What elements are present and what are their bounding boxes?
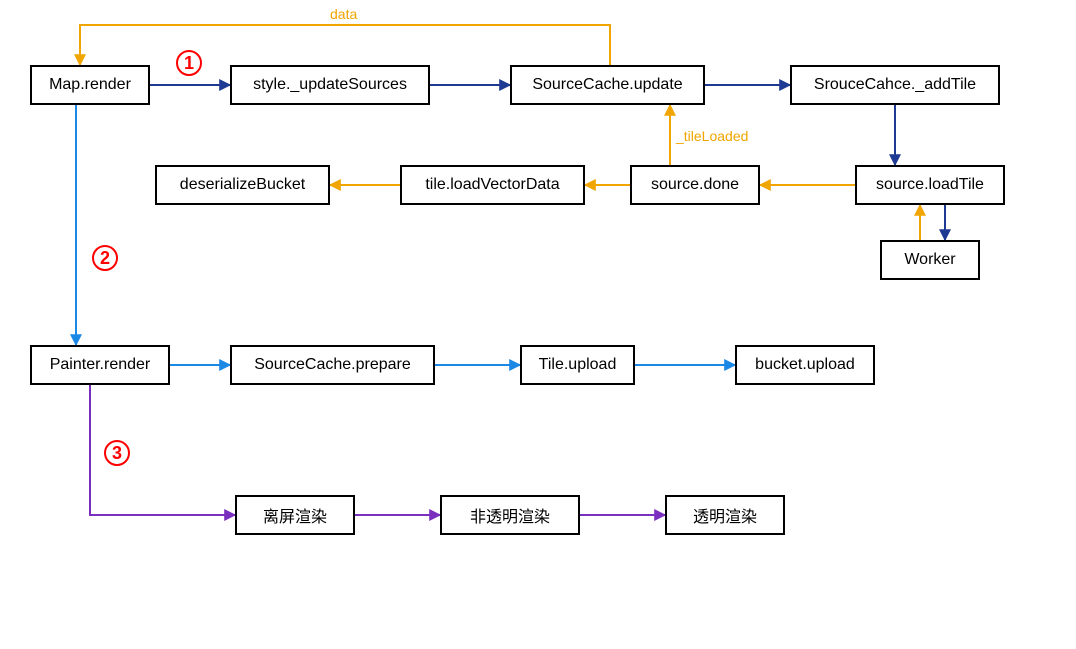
edge-label: _tileLoaded xyxy=(676,128,748,144)
node-label: 离屏渲染 xyxy=(263,503,327,527)
node-loadVectorData: tile.loadVectorData xyxy=(400,165,585,205)
node-label: bucket.upload xyxy=(755,356,855,374)
node-label: 非透明渲染 xyxy=(470,503,550,527)
node-loadTile: source.loadTile xyxy=(855,165,1005,205)
node-label: Tile.upload xyxy=(539,356,617,374)
edge-label: data xyxy=(330,6,357,22)
node-opaque: 非透明渲染 xyxy=(440,495,580,535)
node-label: deserializeBucket xyxy=(180,176,305,194)
node-sourceCacheUpdate: SourceCache.update xyxy=(510,65,705,105)
node-label: SourceCache.prepare xyxy=(254,356,411,374)
node-label: tile.loadVectorData xyxy=(425,176,559,194)
step-circle-label: 3 xyxy=(112,443,122,464)
node-bucketUpload: bucket.upload xyxy=(735,345,875,385)
node-addTile: SrouceCahce._addTile xyxy=(790,65,1000,105)
edge-label-text: data xyxy=(330,6,357,22)
node-prepare: SourceCache.prepare xyxy=(230,345,435,385)
node-tileUpload: Tile.upload xyxy=(520,345,635,385)
node-label: Painter.render xyxy=(50,356,151,374)
node-label: Map.render xyxy=(49,76,131,94)
node-label: source.done xyxy=(651,176,739,194)
node-painterRender: Painter.render xyxy=(30,345,170,385)
node-label: 透明渲染 xyxy=(693,503,757,527)
node-transparent: 透明渲染 xyxy=(665,495,785,535)
edge-label-text: _tileLoaded xyxy=(676,128,748,144)
node-worker: Worker xyxy=(880,240,980,280)
step-circle-label: 2 xyxy=(100,248,110,269)
node-label: Worker xyxy=(904,251,955,269)
step-circle-3: 3 xyxy=(104,440,130,466)
step-circle-2: 2 xyxy=(92,245,118,271)
node-label: source.loadTile xyxy=(876,176,984,194)
node-sourceDone: source.done xyxy=(630,165,760,205)
node-offscreen: 离屏渲染 xyxy=(235,495,355,535)
node-mapRender: Map.render xyxy=(30,65,150,105)
node-updateSources: style._updateSources xyxy=(230,65,430,105)
diagram-canvas: Map.render style._updateSources SourceCach… xyxy=(0,0,1076,649)
edge xyxy=(80,25,610,65)
node-label: style._updateSources xyxy=(253,76,407,94)
step-circle-label: 1 xyxy=(184,53,194,74)
node-label: SrouceCahce._addTile xyxy=(814,76,976,94)
step-circle-1: 1 xyxy=(176,50,202,76)
node-deserialize: deserializeBucket xyxy=(155,165,330,205)
node-label: SourceCache.update xyxy=(532,76,682,94)
